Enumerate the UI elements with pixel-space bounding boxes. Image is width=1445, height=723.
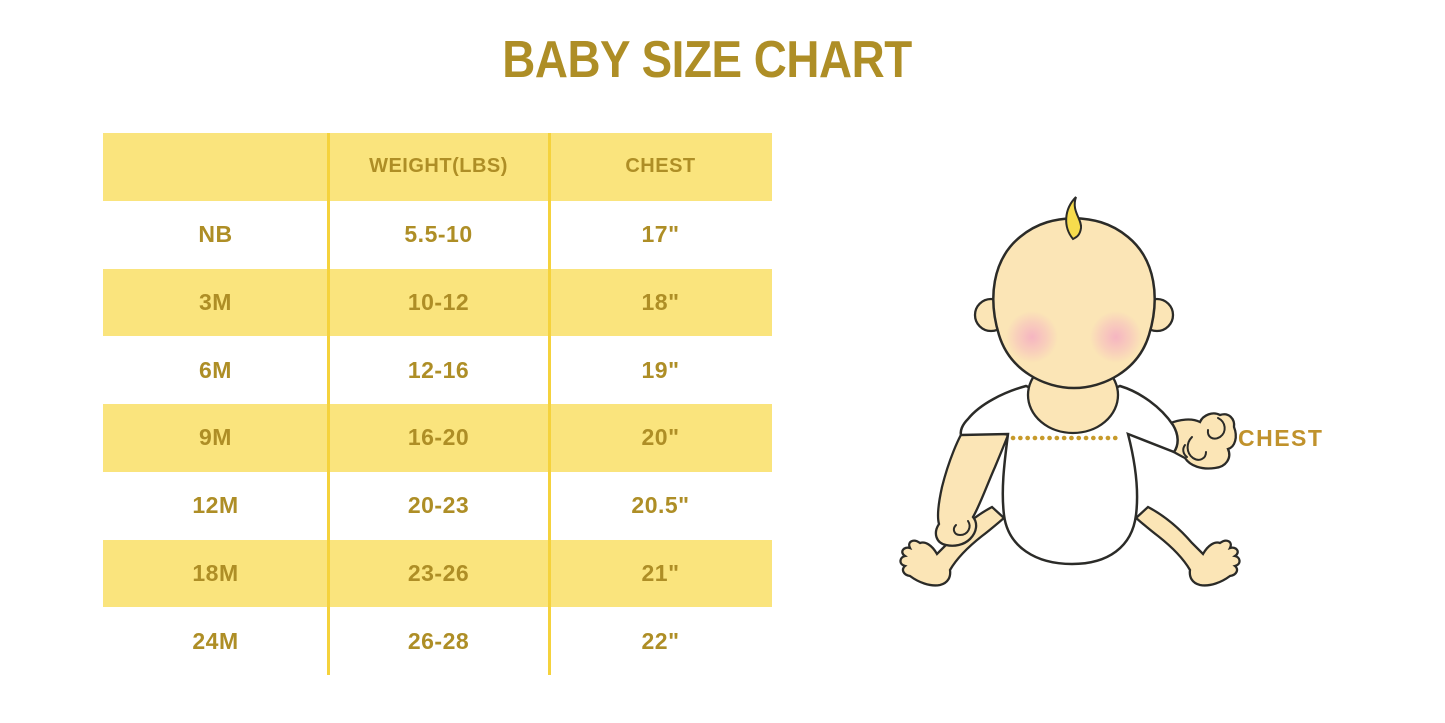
size-cell: NB — [198, 221, 233, 248]
baby-hair-curl — [1065, 196, 1083, 241]
baby-left-hand-curl — [952, 520, 971, 537]
chest-cell: 22" — [641, 627, 680, 654]
table-row: 9M 16-20 20" — [103, 404, 772, 472]
chest-cell: 17" — [641, 221, 680, 248]
baby-thumb-curl — [1206, 417, 1226, 440]
weight-cell: 23-26 — [407, 559, 470, 586]
baby-finger-line — [1182, 444, 1188, 458]
column-divider-2 — [547, 133, 551, 675]
chest-cell: 18" — [641, 288, 680, 315]
size-cell: 3M — [199, 288, 232, 315]
chest-cell: 21" — [641, 559, 680, 586]
baby-left-blush — [1006, 311, 1058, 363]
header-cell-chest: CHEST — [625, 155, 696, 178]
table-row: 24M 26-28 22" — [103, 607, 772, 675]
baby-illustration: CHEST — [899, 196, 1323, 587]
table-row: 3M 10-12 18" — [103, 268, 772, 337]
column-divider-1 — [326, 133, 330, 675]
weight-cell: 16-20 — [407, 424, 470, 451]
table-row: 18M 23-26 21" — [103, 539, 772, 608]
size-cell: 9M — [199, 424, 232, 451]
baby-onesie — [959, 384, 1179, 566]
header-cell-weight: WEIGHT(LBS) — [369, 155, 508, 178]
table-row: 12M 20-23 20.5" — [103, 472, 772, 540]
chest-cell: 20" — [641, 424, 680, 451]
weight-cell: 12-16 — [407, 356, 470, 383]
baby-left-arm — [934, 421, 1010, 547]
size-cell: 18M — [192, 559, 239, 586]
table-header-row: WEIGHT(LBS) CHEST — [103, 133, 772, 201]
weight-cell: 10-12 — [407, 288, 470, 315]
size-table: WEIGHT(LBS) CHEST NB 5.5-10 17" 3M 10-12… — [103, 133, 772, 675]
size-cell: 12M — [192, 492, 239, 519]
baby-finger-curl — [1186, 436, 1207, 461]
weight-cell: 5.5-10 — [404, 221, 473, 248]
weight-cell: 20-23 — [407, 492, 470, 519]
size-cell: 6M — [199, 356, 232, 383]
header-cell-size — [103, 133, 328, 201]
table-row: 6M 12-16 19" — [103, 336, 772, 404]
chest-cell: 20.5" — [631, 492, 690, 519]
size-cell: 24M — [192, 627, 239, 654]
chest-label: CHEST — [1238, 425, 1323, 451]
weight-cell: 26-28 — [407, 627, 470, 654]
baby-right-leg — [1134, 505, 1241, 587]
page-title: BABY SIZE CHART — [502, 31, 912, 89]
table-row: NB 5.5-10 17" — [103, 201, 772, 269]
baby-right-blush — [1090, 311, 1142, 363]
baby-head — [992, 216, 1156, 390]
chest-cell: 19" — [641, 356, 680, 383]
